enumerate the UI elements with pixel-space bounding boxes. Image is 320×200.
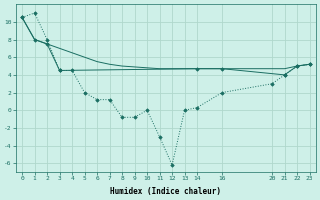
X-axis label: Humidex (Indice chaleur): Humidex (Indice chaleur) [110,187,221,196]
